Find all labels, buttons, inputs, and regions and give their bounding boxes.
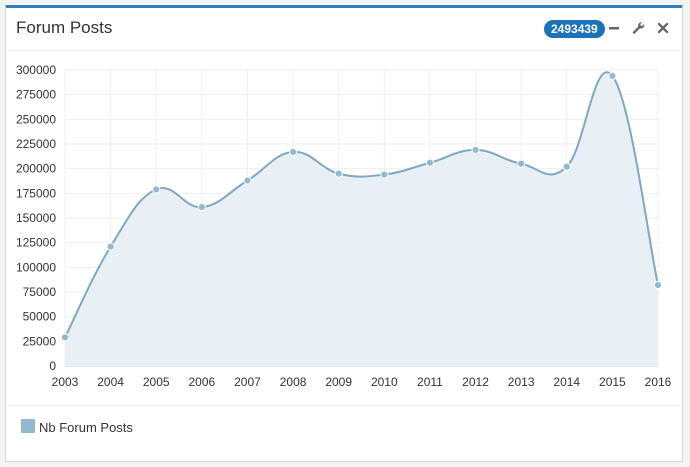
footer-divider [6,405,682,406]
data-point-2012 [471,145,480,155]
x-tick-label: 2005 [143,375,170,389]
data-point-2009 [334,169,343,178]
x-tick-label: 2010 [371,375,398,389]
x-tick-label: 2013 [508,375,535,389]
data-point-2016 [653,280,663,290]
data-point-2015 [608,71,617,81]
x-tick-label: 2006 [188,375,215,389]
data-point-2005 [152,185,161,194]
data-point-2011 [425,158,435,167]
y-tick-label: 250000 [16,112,56,126]
wrench-icon[interactable] [630,18,646,38]
widget-header: Forum Posts 2493439 [6,8,682,51]
y-tick-label: 75000 [23,285,57,299]
x-tick-label: 2012 [462,375,489,389]
chart-svg: 0 25000 50000 75000 100000 125000 150000 175000… [16,63,672,389]
x-tick-label: 2015 [599,375,626,389]
y-tick-label: 275000 [16,88,56,102]
x-tick-label: 2011 [417,375,443,389]
legend-swatch [21,419,35,433]
x-tick-label: 2003 [52,375,79,389]
data-point-2010 [380,170,389,179]
data-point-2013 [517,159,526,168]
x-tick-label: 2007 [234,375,261,389]
minimize-icon[interactable] [606,18,622,38]
x-tick-label: 2004 [97,375,124,389]
y-tick-label: 50000 [23,310,57,324]
total-count-badge: 2493439 [544,20,605,38]
y-tick-label: 100000 [16,260,56,274]
x-tick-label: 2008 [280,375,307,389]
x-tick-label: 2016 [645,375,672,389]
x-tick-label: 2014 [553,375,580,389]
y-tick-label: 25000 [23,334,57,348]
legend-label: Nb Forum Posts [39,420,133,435]
data-point-2006 [197,203,206,212]
y-tick-label: 150000 [16,211,56,225]
y-tick-label: 300000 [16,63,56,77]
data-point-2014 [562,162,571,171]
forum-posts-chart: 0 25000 50000 75000 100000 125000 150000 175000… [6,50,682,406]
data-point-2003 [60,333,70,342]
x-tick-label: 2009 [325,375,352,389]
data-point-2008 [288,147,298,156]
y-tick-label: 200000 [16,162,56,176]
series-area-fill [65,72,658,366]
y-tick-label: 175000 [16,186,56,200]
y-tick-label: 125000 [16,236,56,250]
data-point-2004 [106,242,115,251]
close-icon[interactable] [655,18,671,38]
y-tick-label: 0 [49,359,56,373]
y-tick-label: 225000 [16,137,56,151]
widget-title: Forum Posts [16,18,113,37]
data-point-2007 [243,176,252,185]
forum-posts-widget: Forum Posts 2493439 0 25000 50000 75000 1000… [5,5,683,462]
